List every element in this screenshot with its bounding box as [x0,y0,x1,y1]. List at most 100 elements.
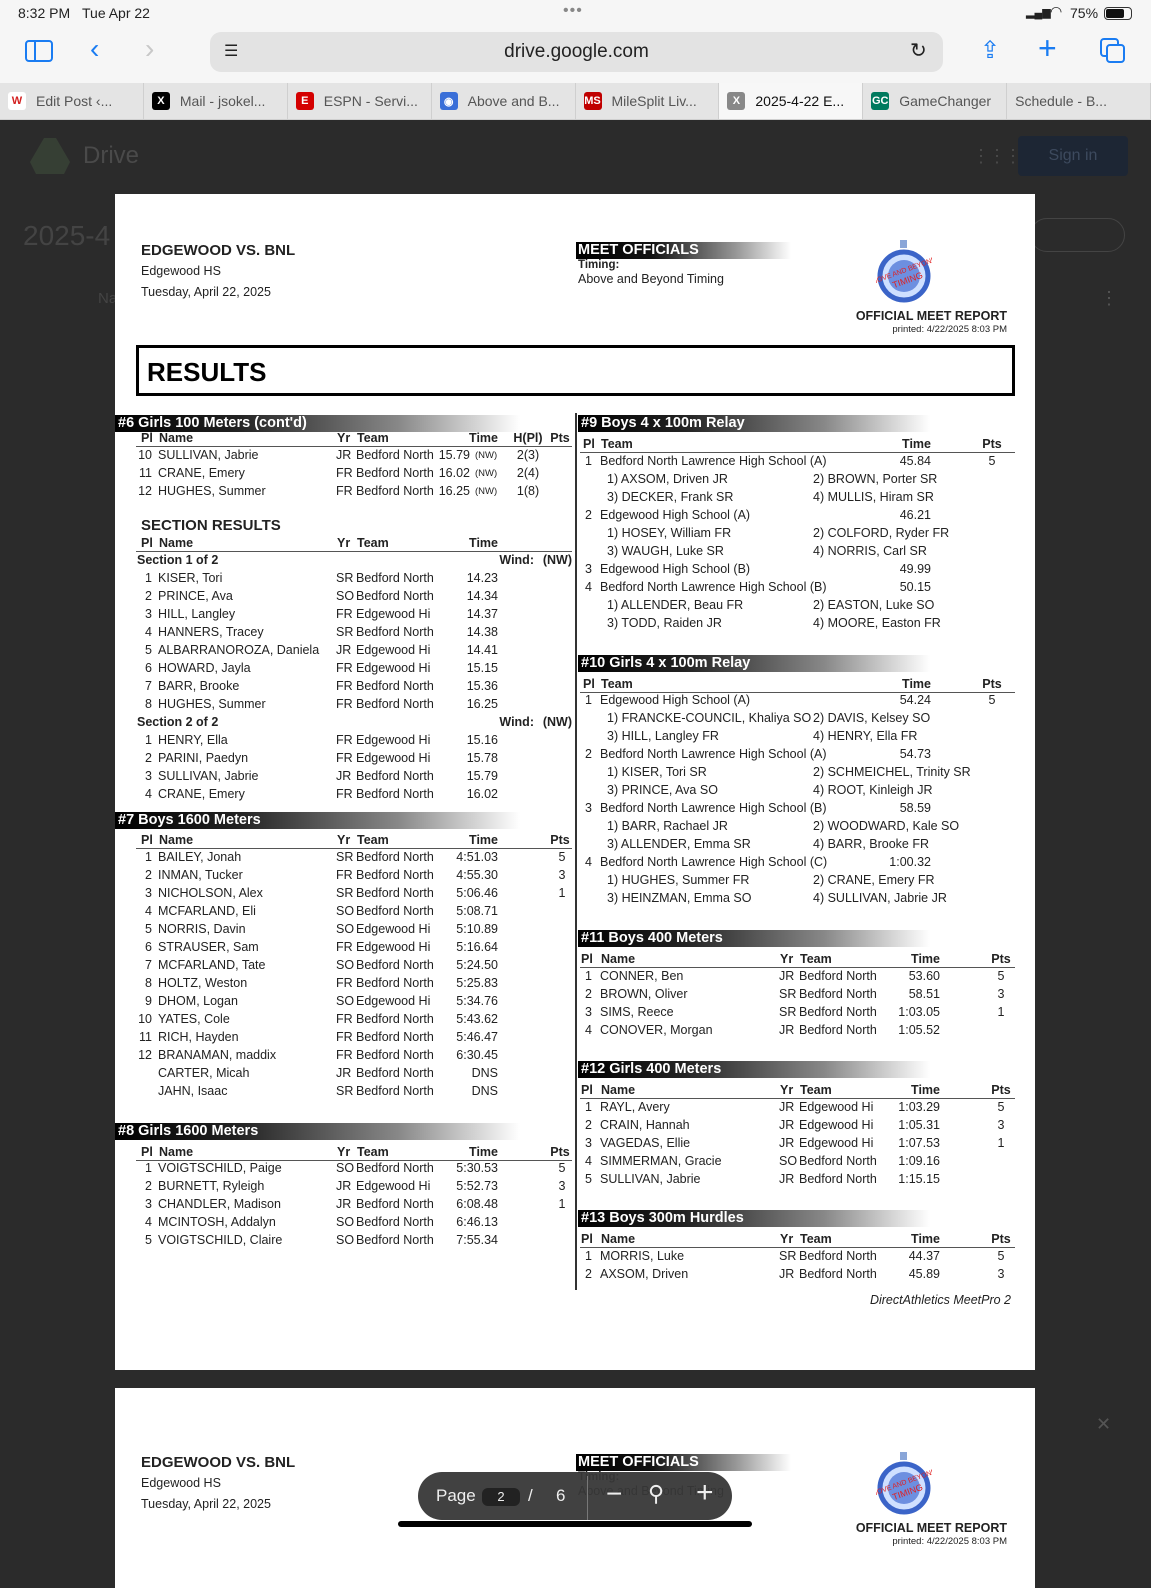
reader-icon[interactable]: ☰ [224,43,239,60]
result-time: DNS [471,1066,498,1080]
tab-overview-icon[interactable] [1100,38,1126,64]
result-time: 5:08.71 [456,904,498,918]
tab-label: GameChanger [899,93,992,109]
page-number-input[interactable]: 2 [482,1488,520,1506]
browser-tab[interactable]: X 2025-4-22 E... [719,83,864,119]
athlete-year: SO [336,1233,355,1247]
zoom-fit-icon[interactable]: ⚲ [648,1481,665,1506]
section-results-title: SECTION RESULTS [141,517,281,534]
athlete-team: Edgewood Hi [799,1136,874,1150]
place: 10 [138,448,152,462]
athlete-team: Bedford North [799,987,877,1001]
col-header-pl: Pl [141,536,153,550]
col-header-yr: Yr [780,1083,794,1097]
sign-in-button[interactable]: Sign in [1018,136,1128,176]
forward-icon[interactable]: › [145,33,155,64]
results-box: RESULTS [136,345,1015,396]
sidebar-toggle-icon[interactable] [25,40,53,62]
view-toggle[interactable] [1030,218,1125,252]
athlete-team: Bedford North [356,1066,434,1080]
place: 4 [585,1154,592,1168]
browser-tab[interactable]: W Edit Post ‹... [0,83,144,119]
close-icon[interactable]: ✕ [1096,1414,1112,1434]
col-header-pl: Pl [583,437,595,451]
col-header-pts: Pts [550,1145,570,1159]
browser-tab[interactable]: E ESPN - Servi... [288,83,432,119]
result-time: 16.25 [466,697,498,711]
athlete-team: Bedford North [799,1172,877,1186]
athlete-year: FR [336,787,353,801]
relay-leg: 2) SCHMEICHEL, Trinity SR [813,765,971,779]
address-bar[interactable]: ☰ drive.google.com ↻ [210,32,943,72]
points: 5 [988,693,996,707]
place: 7 [145,958,152,972]
athlete-name: YATES, Cole [158,1012,230,1026]
athlete-team: Bedford North [356,1215,434,1229]
col-header-yr: Yr [337,536,351,550]
official-report-title: OFFICIAL MEET REPORT [855,1521,1007,1535]
result-time: 45.84 [899,454,931,468]
place: 2 [145,1179,152,1193]
reload-icon[interactable]: ↻ [910,40,927,62]
header-underline [580,452,1015,453]
result-time: 1:05.31 [898,1118,940,1132]
athlete-name: HOWARD, Jayla [158,661,251,675]
col-header-pl: Pl [581,1232,593,1246]
athlete-name: VOIGTSCHILD, Claire [158,1233,283,1247]
browser-tab[interactable]: ◉ Above and B... [432,83,576,119]
athlete-year: SO [336,904,355,918]
relay-leg: 4) SULLIVAN, Jabrie JR [813,891,947,905]
place: 3 [585,801,592,815]
relay-team: Edgewood High School (A) [600,693,751,707]
col-header-pl: Pl [141,833,153,847]
result-time: 1:03.05 [898,1005,940,1019]
place: 5 [585,1172,592,1186]
meet-date: Tuesday, April 22, 2025 [141,285,271,299]
athlete-year: FR [336,466,353,480]
athlete-year: JR [779,1023,795,1037]
athlete-year: SO [336,958,355,972]
result-time: 54.73 [899,747,931,761]
zoom-out-icon[interactable]: − [606,1478,623,1509]
browser-tab[interactable]: Schedule - B... [1007,83,1151,119]
col-header-time: Time [469,431,498,445]
apps-grid-icon[interactable]: ⋮⋮⋮ [972,146,1022,166]
relay-leg: 3) HEINZMAN, Emma SO [607,891,752,905]
place: 2 [585,747,592,761]
heat-place: 2(3) [516,448,540,462]
col-header-pts: Pts [991,952,1011,966]
new-tab-icon[interactable]: + [1038,30,1057,66]
athlete-year: JR [779,1172,795,1186]
result-time: 58.59 [899,801,931,815]
url-text[interactable]: drive.google.com [504,41,649,62]
athlete-team: Edgewood Hi [356,607,431,621]
tab-favicon-icon: W [8,92,26,110]
share-icon[interactable]: ⇪ [980,37,1001,64]
place: 3 [145,607,152,621]
more-options-icon[interactable]: ⋮ [1100,288,1118,308]
browser-tab[interactable]: MS MileSplit Liv... [576,83,720,119]
relay-leg: 2) BROWN, Porter SR [813,472,938,486]
col-header-pts: Pts [991,1232,1011,1246]
event-header: #9 Boys 4 x 100m Relay [578,415,930,432]
place: 4 [585,855,592,869]
athlete-name: MCFARLAND, Tate [158,958,266,972]
place: 2 [145,589,152,603]
place: 8 [145,976,152,990]
col-header-time: Time [469,833,498,847]
multitask-dots-icon[interactable]: ••• [563,2,583,19]
browser-tab[interactable]: X Mail - jsokel... [144,83,288,119]
athlete-year: JR [779,1100,795,1114]
points: 1 [558,886,566,900]
athlete-team: Bedford North [799,1267,877,1281]
zoom-in-icon[interactable]: + [696,1476,714,1509]
col-header-team: Team [800,1083,832,1097]
relay-leg: 1) FRANCKE-COUNCIL, Khaliya SO [607,711,812,725]
back-icon[interactable]: ‹ [90,33,100,64]
relay-leg: 2) CRANE, Emery FR [813,873,935,887]
browser-tab[interactable]: GC GameChanger [863,83,1008,119]
place: 2 [585,508,592,522]
athlete-year: JR [336,1179,352,1193]
athlete-team: Bedford North [356,769,434,783]
result-time: 16.02 [466,787,498,801]
